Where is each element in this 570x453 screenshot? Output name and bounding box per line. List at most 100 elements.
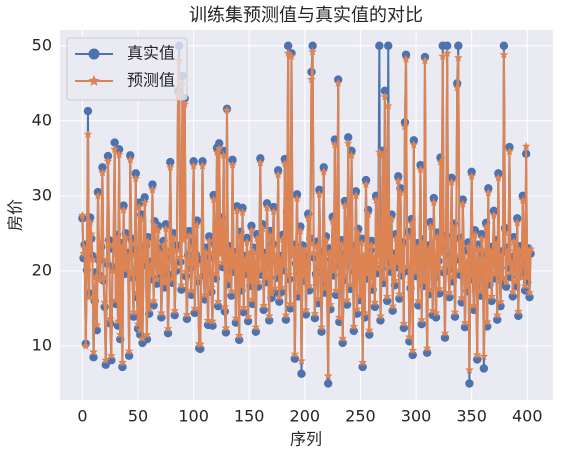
star-marker <box>171 261 181 271</box>
star-marker <box>219 150 228 159</box>
star-marker <box>262 203 272 212</box>
star-marker <box>407 219 416 228</box>
star-marker <box>313 294 323 303</box>
circle-marker <box>401 50 411 59</box>
star-marker <box>472 350 482 359</box>
star-marker <box>462 282 472 291</box>
star-marker <box>158 257 167 266</box>
circle-marker <box>484 184 493 193</box>
star-marker <box>172 245 182 254</box>
star-marker <box>505 147 514 156</box>
star-marker <box>429 198 439 207</box>
star-marker <box>190 303 199 313</box>
star-marker <box>93 191 103 200</box>
circle-marker <box>140 193 149 202</box>
star-marker <box>306 238 315 247</box>
star-marker <box>89 347 98 356</box>
star-marker <box>176 252 185 261</box>
circle-marker <box>297 369 306 378</box>
star-marker <box>115 330 125 339</box>
star-marker <box>438 51 447 60</box>
x-tick-label: 300 <box>401 407 432 426</box>
star-marker <box>308 47 317 56</box>
star-marker <box>302 264 312 273</box>
star-marker <box>79 249 88 258</box>
star-marker <box>177 280 186 289</box>
star-marker <box>404 231 413 240</box>
star-marker <box>500 228 510 237</box>
star-marker <box>390 276 400 285</box>
star-marker <box>397 266 406 275</box>
star-marker <box>248 294 257 304</box>
star-marker <box>150 221 159 230</box>
star-marker <box>415 256 424 265</box>
circle-marker <box>119 201 128 210</box>
star-marker <box>507 258 516 267</box>
x-tick-label: 200 <box>290 407 321 426</box>
circle-marker <box>442 41 452 50</box>
star-marker <box>490 269 500 278</box>
star-marker <box>321 236 331 245</box>
star-marker <box>130 249 139 258</box>
star-marker <box>104 240 114 249</box>
star-marker <box>479 352 489 361</box>
star-marker <box>275 292 284 301</box>
circle-marker <box>88 48 100 60</box>
star-marker <box>168 273 177 283</box>
star-marker <box>220 302 229 311</box>
star-marker <box>457 293 466 302</box>
star-marker <box>380 92 390 101</box>
star-marker <box>291 254 301 263</box>
star-marker <box>362 269 372 278</box>
circle-marker <box>242 233 252 243</box>
star-marker <box>196 340 205 349</box>
star-marker <box>385 252 394 261</box>
star-marker <box>491 240 501 249</box>
star-marker <box>131 174 141 183</box>
star-marker <box>466 253 475 262</box>
star-marker <box>455 265 464 274</box>
x-tick-label: 150 <box>234 407 265 426</box>
star-marker <box>358 358 367 367</box>
star-marker <box>230 252 239 261</box>
star-marker <box>85 218 95 227</box>
star-marker <box>323 371 333 380</box>
star-marker <box>228 160 237 169</box>
star-marker <box>365 325 374 334</box>
circle-marker <box>351 187 361 196</box>
star-marker <box>338 334 347 343</box>
circle-marker <box>380 86 390 95</box>
star-marker <box>207 282 216 292</box>
star-marker <box>322 274 332 283</box>
star-marker <box>299 271 308 280</box>
star-marker <box>292 194 302 203</box>
circle-marker <box>256 154 265 163</box>
star-marker <box>319 167 328 176</box>
star-marker <box>356 291 365 300</box>
star-marker <box>469 300 479 310</box>
star-marker <box>514 306 523 316</box>
star-marker <box>445 288 454 297</box>
circle-marker <box>110 138 119 147</box>
star-marker <box>400 122 410 131</box>
circle-marker <box>489 206 499 216</box>
star-marker <box>402 261 412 271</box>
star-marker <box>382 291 392 301</box>
star-marker <box>81 341 90 350</box>
star-marker <box>184 231 194 240</box>
star-marker <box>471 261 481 271</box>
x-tick-label: 50 <box>128 407 148 426</box>
star-marker <box>103 156 113 165</box>
circle-marker <box>394 172 403 181</box>
star-marker <box>289 244 298 253</box>
star-marker <box>197 259 206 268</box>
star-marker <box>341 252 351 261</box>
circle-marker <box>204 232 214 241</box>
y-tick-label: 20 <box>32 260 52 279</box>
star-marker <box>83 129 93 138</box>
star-marker <box>113 316 123 325</box>
star-marker <box>249 247 258 256</box>
star-marker <box>342 295 352 304</box>
star-marker <box>277 282 286 292</box>
